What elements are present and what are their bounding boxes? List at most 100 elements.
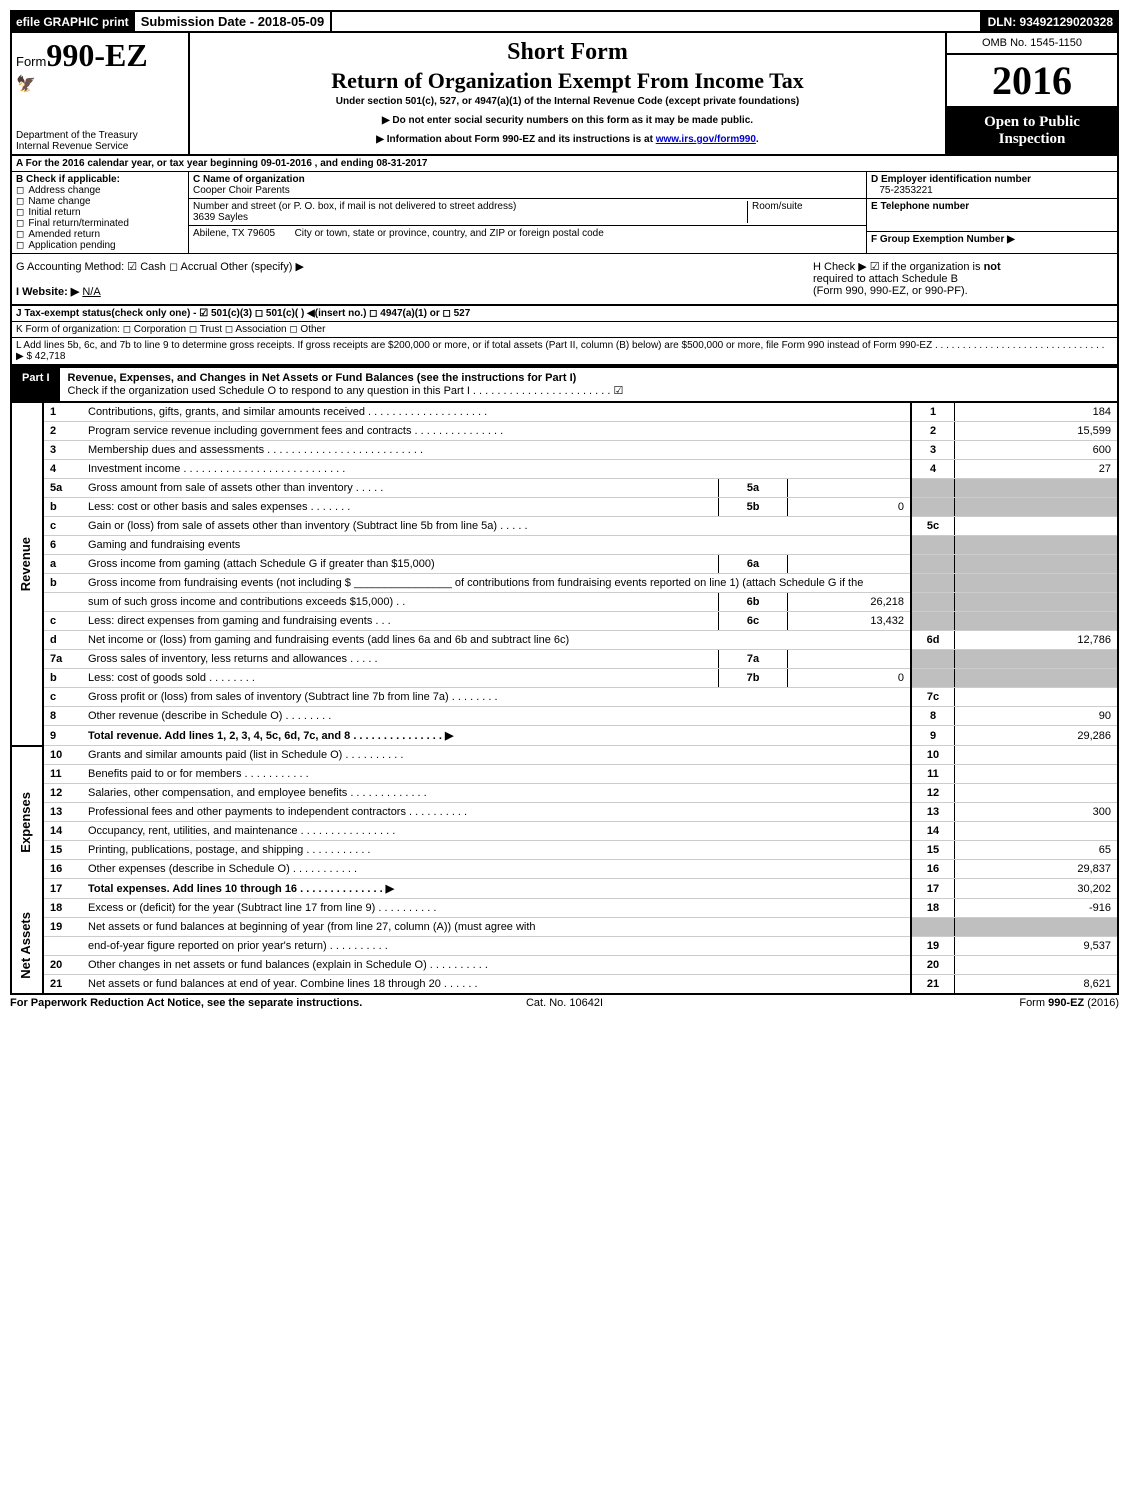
desc-3: Membership dues and assessments . . . . …: [82, 441, 911, 460]
lno-18: 18: [43, 899, 82, 918]
lno-14: 14: [43, 822, 82, 841]
form-header: Form990-EZ 🦅 Department of the Treasury …: [10, 33, 1119, 156]
lno-10: 10: [43, 746, 82, 765]
desc-6a: Gross income from gaming (attach Schedul…: [82, 555, 719, 574]
box-21: 21: [911, 975, 955, 995]
chk-name[interactable]: ◻: [16, 196, 24, 207]
website-value: N/A: [82, 286, 100, 298]
val-4: 27: [955, 460, 1119, 479]
lno-4: 4: [43, 460, 82, 479]
lno-5b: b: [43, 498, 82, 517]
desc-8: Other revenue (describe in Schedule O) .…: [82, 707, 911, 726]
box-6-shade: [911, 536, 955, 555]
website-row: I Website: ▶ N/A: [16, 285, 805, 298]
dept-block: Department of the Treasury Internal Reve…: [16, 130, 138, 152]
lbl-final-return: Final return/terminated: [28, 218, 129, 229]
chk-initial[interactable]: ◻: [16, 207, 24, 218]
lno-6a: a: [43, 555, 82, 574]
lbl-address-change: Address change: [28, 185, 100, 196]
accounting-method: G Accounting Method: ☑ Cash ◻ Accrual Ot…: [16, 260, 805, 273]
lno-7b: b: [43, 669, 82, 688]
val-1: 184: [955, 403, 1119, 422]
side-revenue: Revenue: [11, 403, 43, 726]
footer-left-text: For Paperwork Reduction Act Notice, see …: [10, 997, 362, 1009]
desc-6: Gaming and fundraising events: [82, 536, 911, 555]
box-B: B Check if applicable: ◻ Address change ◻…: [12, 172, 189, 253]
title-short-form: Short Form: [198, 39, 937, 66]
efile-label: efile GRAPHIC print: [10, 12, 135, 31]
subtitle-section: Under section 501(c), 527, or 4947(a)(1)…: [198, 96, 937, 107]
desc-9: Total revenue. Add lines 1, 2, 3, 4, 5c,…: [82, 726, 911, 746]
lno-7a: 7a: [43, 650, 82, 669]
lno-1: 1: [43, 403, 82, 422]
val-7a-shade: [955, 650, 1119, 669]
desc-7b: Less: cost of goods sold . . . . . . . .: [82, 669, 719, 688]
room-suite: Room/suite: [747, 201, 862, 223]
form-number: 990-EZ: [46, 37, 147, 73]
lno-3: 3: [43, 441, 82, 460]
row-J: J Tax-exempt status(check only one) - ☑ …: [10, 305, 1119, 322]
box-7c: 7c: [911, 688, 955, 707]
box-7b-shade: [911, 669, 955, 688]
box-18: 18: [911, 899, 955, 918]
box-B-title: B Check if applicable:: [16, 174, 120, 185]
lno-6bsum: [43, 593, 82, 612]
lno-6b: b: [43, 574, 82, 593]
lno-5a: 5a: [43, 479, 82, 498]
spacer: [332, 12, 981, 31]
h-line2: required to attach Schedule B: [813, 273, 958, 285]
val-2: 15,599: [955, 422, 1119, 441]
box-15: 15: [911, 841, 955, 860]
part1-title: Revenue, Expenses, and Changes in Net As…: [60, 368, 1117, 401]
city-label: City or town, state or province, country…: [295, 228, 604, 239]
tax-exempt-status: J Tax-exempt status(check only one) - ☑ …: [16, 308, 470, 319]
form-id-block: Form990-EZ 🦅 Department of the Treasury …: [12, 33, 190, 154]
val-6a-shade: [955, 555, 1119, 574]
open-to-public: Open to Public Inspection: [947, 108, 1117, 154]
val-5a-shade: [955, 479, 1119, 498]
side-revenue-text: Revenue: [18, 537, 33, 591]
val-15: 65: [955, 841, 1119, 860]
block-bcdef: B Check if applicable: ◻ Address change ◻…: [10, 172, 1119, 254]
desc-6d: Net income or (loss) from gaming and fun…: [82, 631, 911, 650]
lno-2: 2: [43, 422, 82, 441]
box-E-label: E Telephone number: [871, 201, 969, 212]
desc-5a: Gross amount from sale of assets other t…: [82, 479, 719, 498]
box-8: 8: [911, 707, 955, 726]
chk-final[interactable]: ◻: [16, 218, 24, 229]
desc-14: Occupancy, rent, utilities, and maintena…: [82, 822, 911, 841]
h-line1: H Check ▶ ☑ if the organization is: [813, 261, 984, 273]
tax-year-begin: 09-01-2016: [261, 158, 312, 169]
val-19a-shade: [955, 918, 1119, 937]
box-7a-shade: [911, 650, 955, 669]
line-A: A For the 2016 calendar year, or tax yea…: [10, 156, 1119, 172]
row-GHI: G Accounting Method: ☑ Cash ◻ Accrual Ot…: [10, 254, 1119, 305]
box-6a-shade: [911, 555, 955, 574]
desc-11: Benefits paid to or for members . . . . …: [82, 765, 911, 784]
val-13: 300: [955, 803, 1119, 822]
box-5c: 5c: [911, 517, 955, 536]
box-C-city: Abilene, TX 79605 City or town, state or…: [189, 226, 866, 241]
subval-5a: [788, 479, 912, 498]
val-7c: [955, 688, 1119, 707]
box-E: E Telephone number: [867, 199, 1117, 232]
form-990ez-title: Form990-EZ: [16, 37, 184, 74]
box-1: 1: [911, 403, 955, 422]
desc-18: Excess or (deficit) for the year (Subtra…: [82, 899, 911, 918]
lno-19b: [43, 937, 82, 956]
val-20: [955, 956, 1119, 975]
box-F-label: F Group Exemption Number ▶: [871, 234, 1015, 245]
footer-center: Cat. No. 10642I: [380, 997, 750, 1009]
chk-address[interactable]: ◻: [16, 185, 24, 196]
desc-21: Net assets or fund balances at end of ye…: [82, 975, 911, 995]
footer-right: Form 990-EZ (2016): [749, 997, 1119, 1009]
lno-5c: c: [43, 517, 82, 536]
row-K: K Form of organization: ◻ Corporation ◻ …: [10, 322, 1119, 338]
lbl-name-change: Name change: [28, 196, 90, 207]
box-14: 14: [911, 822, 955, 841]
chk-pending[interactable]: ◻: [16, 240, 24, 251]
chk-amended[interactable]: ◻: [16, 229, 24, 240]
irs-link[interactable]: www.irs.gov/form990: [656, 134, 756, 145]
side-rev-end: [11, 726, 43, 746]
val-6b-shade: [955, 574, 1119, 593]
